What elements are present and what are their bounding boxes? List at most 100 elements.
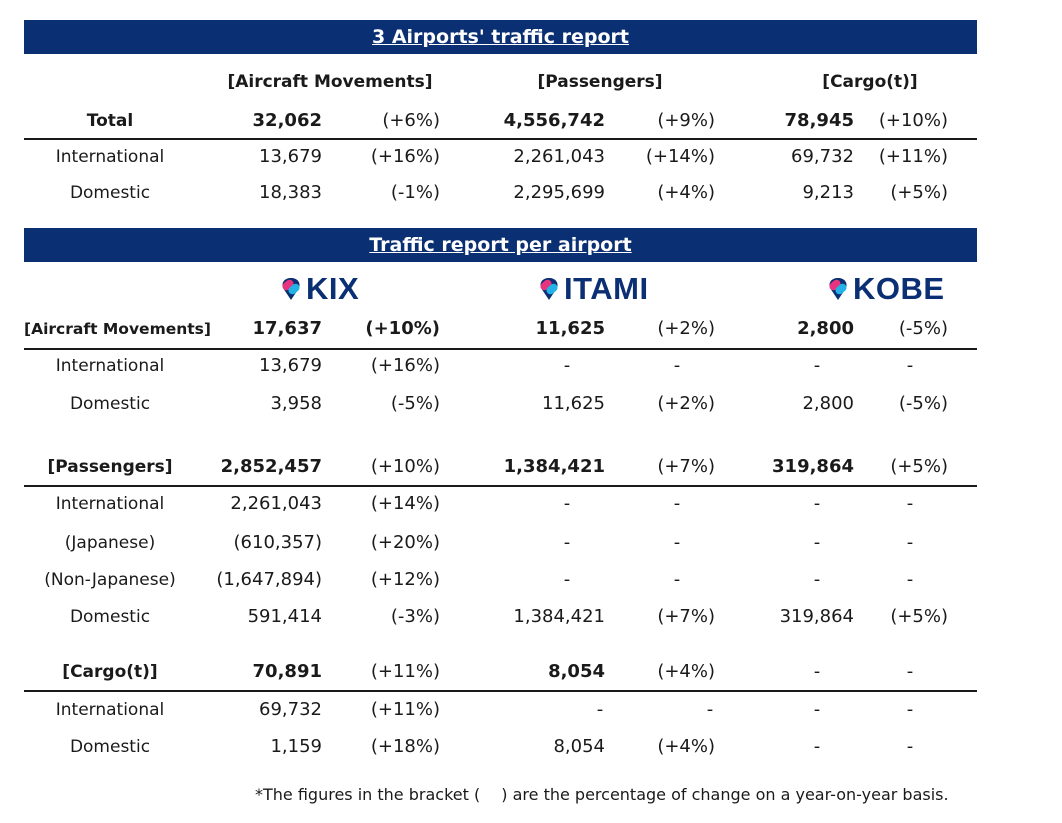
itami-value: - bbox=[563, 532, 571, 553]
itami-change: - bbox=[673, 532, 681, 553]
kobe-change: (+5%) bbox=[890, 456, 948, 477]
aircraft-section-header: [Aircraft Movements] bbox=[24, 320, 211, 338]
airport-logo-mark-icon bbox=[540, 278, 558, 300]
kobe-change: (-5%) bbox=[898, 393, 948, 414]
summary-header-passengers: [Passengers] bbox=[537, 72, 663, 92]
summary-passengers-change: (+9%) bbox=[657, 110, 715, 131]
summary-row-label: International bbox=[55, 147, 165, 167]
kobe-change: - bbox=[906, 532, 914, 553]
per-airport-title: Traffic report per airport bbox=[369, 234, 632, 256]
summary-cargo-change: (+11%) bbox=[878, 146, 948, 167]
row-label: International bbox=[55, 700, 165, 720]
kobe-change: - bbox=[906, 699, 914, 720]
kix-value: 13,679 bbox=[259, 355, 322, 376]
kix-value: 591,414 bbox=[247, 606, 322, 627]
kobe-logo: KOBE bbox=[826, 272, 945, 306]
summary-passengers-value: 2,261,043 bbox=[513, 146, 605, 167]
summary-passengers-value: 2,295,699 bbox=[513, 182, 605, 203]
summary-passengers-change: (+14%) bbox=[645, 146, 715, 167]
kix-change: (+20%) bbox=[370, 532, 440, 553]
itami-change: (+4%) bbox=[657, 661, 715, 682]
kix-value: (610,357) bbox=[233, 532, 322, 553]
summary-aircraft-value: 18,383 bbox=[259, 182, 322, 203]
kobe-value: - bbox=[813, 736, 821, 757]
kobe-change: (+5%) bbox=[890, 606, 948, 627]
summary-aircraft-change: (-1%) bbox=[390, 182, 440, 203]
kix-value: 17,637 bbox=[252, 318, 322, 339]
itami-value: - bbox=[563, 569, 571, 590]
summary-cargo-value: 9,213 bbox=[802, 182, 854, 203]
summary-cargo-change: (+10%) bbox=[878, 110, 948, 131]
kix-change: (-5%) bbox=[390, 393, 440, 414]
itami-change: - bbox=[673, 493, 681, 514]
kix-value: 1,159 bbox=[270, 736, 322, 757]
kobe-change: - bbox=[906, 355, 914, 376]
kix-change: (+16%) bbox=[370, 355, 440, 376]
kobe-value: - bbox=[813, 569, 821, 590]
row-label: (Japanese) bbox=[64, 533, 156, 553]
itami-logo-text: ITAMI bbox=[564, 271, 649, 306]
kix-logo: KIX bbox=[279, 272, 359, 306]
kix-value: 2,852,457 bbox=[220, 456, 322, 477]
kix-value: 3,958 bbox=[270, 393, 322, 414]
row-label: Domestic bbox=[69, 394, 151, 414]
itami-value: 1,384,421 bbox=[513, 606, 605, 627]
itami-change: (+7%) bbox=[657, 606, 715, 627]
itami-value: 8,054 bbox=[548, 661, 605, 682]
itami-change: - bbox=[706, 699, 714, 720]
itami-value: 11,625 bbox=[542, 393, 605, 414]
row-label: International bbox=[55, 494, 165, 514]
kobe-value: - bbox=[813, 493, 821, 514]
kix-logo-text: KIX bbox=[306, 271, 360, 306]
kobe-value: - bbox=[813, 661, 821, 682]
itami-change: (+4%) bbox=[657, 736, 715, 757]
itami-value: 1,384,421 bbox=[503, 456, 605, 477]
itami-change: (+2%) bbox=[657, 318, 715, 339]
cargo-divider bbox=[24, 690, 977, 692]
summary-header-aircraft: [Aircraft Movements] bbox=[227, 72, 433, 92]
itami-value: - bbox=[563, 355, 571, 376]
airport-logo-mark-icon bbox=[282, 278, 300, 300]
summary-cargo-change: (+5%) bbox=[890, 182, 948, 203]
itami-change: (+7%) bbox=[657, 456, 715, 477]
per-airport-banner: Traffic report per airport bbox=[24, 228, 977, 262]
itami-value: - bbox=[563, 493, 571, 514]
itami-value: - bbox=[596, 699, 604, 720]
aircraft-divider bbox=[24, 348, 977, 350]
itami-change: - bbox=[673, 569, 681, 590]
kix-change: (+10%) bbox=[370, 456, 440, 477]
itami-logo: ITAMI bbox=[537, 272, 649, 306]
summary-aircraft-value: 32,062 bbox=[252, 110, 322, 131]
kobe-change: (-5%) bbox=[898, 318, 948, 339]
kix-change: (-3%) bbox=[390, 606, 440, 627]
summary-divider bbox=[24, 138, 977, 140]
summary-row-label: Total bbox=[86, 111, 134, 131]
kobe-change: - bbox=[906, 569, 914, 590]
kix-value: 69,732 bbox=[259, 699, 322, 720]
kobe-value: 2,800 bbox=[802, 393, 854, 414]
kobe-value: 319,864 bbox=[779, 606, 854, 627]
footnote: *The figures in the bracket ( ) are the … bbox=[255, 785, 949, 804]
itami-change: (+2%) bbox=[657, 393, 715, 414]
row-label: Domestic bbox=[69, 737, 151, 757]
kobe-value: 319,864 bbox=[772, 456, 854, 477]
row-label: (Non-Japanese) bbox=[44, 570, 176, 590]
itami-change: - bbox=[673, 355, 681, 376]
kix-value: 2,261,043 bbox=[230, 493, 322, 514]
kix-change: (+10%) bbox=[365, 318, 440, 339]
kobe-change: - bbox=[906, 661, 914, 682]
kix-value: 70,891 bbox=[252, 661, 322, 682]
kix-change: (+11%) bbox=[370, 699, 440, 720]
row-label: Domestic bbox=[69, 607, 151, 627]
itami-value: 11,625 bbox=[535, 318, 605, 339]
kobe-value: - bbox=[813, 699, 821, 720]
summary-title: 3 Airports' traffic report bbox=[372, 26, 629, 48]
summary-header-cargo: [Cargo(t)] bbox=[822, 72, 918, 92]
airport-logo-mark-icon bbox=[829, 278, 847, 300]
summary-cargo-value: 78,945 bbox=[784, 110, 854, 131]
itami-value: 8,054 bbox=[553, 736, 605, 757]
summary-cargo-value: 69,732 bbox=[791, 146, 854, 167]
kobe-logo-text: KOBE bbox=[853, 271, 945, 306]
kix-change: (+12%) bbox=[370, 569, 440, 590]
kobe-value: - bbox=[813, 532, 821, 553]
